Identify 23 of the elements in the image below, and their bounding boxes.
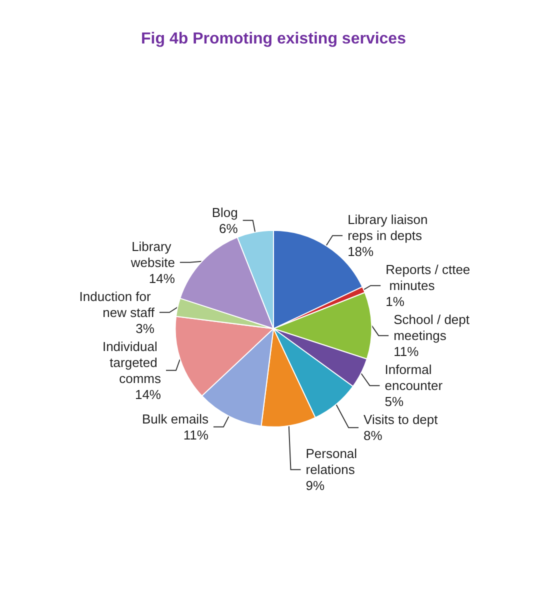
data-label: 14% (134, 386, 162, 402)
slice-label: Induction for new staff (79, 288, 155, 320)
slice-label: Library liaison reps in depts (348, 212, 432, 244)
data-label: 11% (183, 427, 209, 442)
chart-title: Fig 4b Promoting existing services (141, 30, 406, 48)
slice-label: Visits to dept (364, 412, 438, 428)
slice-label: Individual targeted comms (102, 338, 162, 386)
slice-label: Bulk emails (142, 411, 209, 426)
data-label: 6% (219, 220, 238, 236)
slice-label: Informal encounter (384, 362, 444, 394)
data-label: 5% (384, 394, 404, 410)
data-label: 18% (348, 244, 374, 260)
data-label: 1% (386, 294, 405, 310)
data-label: 11% (394, 344, 420, 360)
data-label: 14% (148, 270, 176, 286)
data-label: 3% (136, 320, 155, 336)
slice-label: Personal relations (306, 446, 361, 478)
slice-label: Blog (212, 204, 238, 220)
data-label: 9% (306, 478, 325, 494)
data-label: 8% (364, 428, 383, 444)
slice-label: Reports / cttee minutes (386, 262, 470, 294)
slice-label: Library website (130, 238, 175, 270)
slice-label: School / dept meetings (394, 312, 474, 344)
